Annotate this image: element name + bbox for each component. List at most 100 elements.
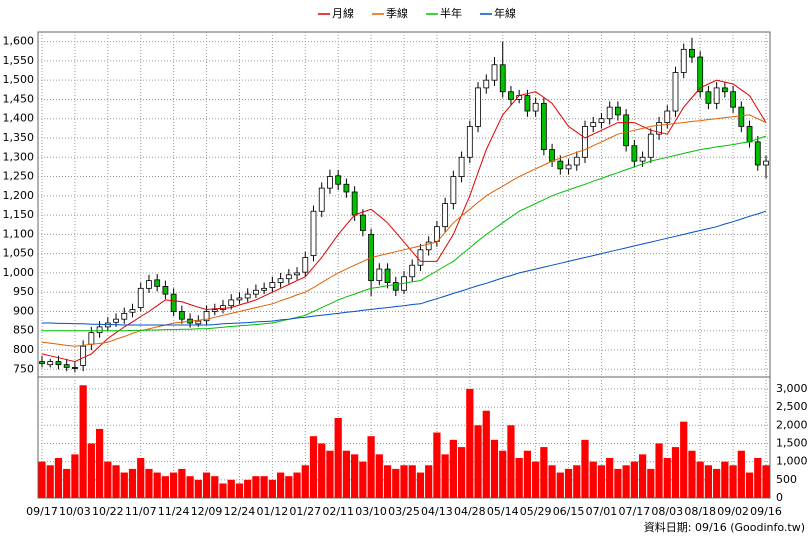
volume-bar (416, 472, 425, 498)
y-tick-label: 1,450 (3, 92, 35, 105)
x-tick-label: 07/17 (619, 505, 651, 518)
volume-bar (704, 465, 713, 498)
candle-body (211, 309, 218, 312)
volume-bar (622, 465, 630, 498)
y-tick-label: 0 (776, 491, 783, 504)
candle-body (425, 241, 432, 251)
candle-body (63, 364, 70, 368)
volume-bar (268, 479, 276, 498)
candle-body (483, 79, 490, 89)
volume-bar (276, 472, 285, 498)
y-tick-label: 850 (13, 324, 34, 337)
volume-bar (326, 450, 334, 498)
volume-bar (606, 458, 614, 498)
candle-body (55, 361, 62, 366)
candle-body (738, 106, 745, 127)
volume-bar (227, 479, 235, 498)
y-tick-label: 1,100 (3, 227, 35, 240)
x-tick-label: 11/07 (125, 505, 157, 518)
candle-body (631, 145, 638, 162)
x-tick-label: 02/11 (322, 505, 354, 518)
volume-bar (309, 436, 318, 498)
candle-body (746, 126, 753, 143)
y-tick-label: 1,150 (3, 208, 35, 221)
volume-bar (466, 388, 474, 498)
x-tick-label: 12/24 (224, 505, 256, 518)
candle-body (647, 133, 654, 158)
volume-bar (400, 465, 408, 498)
volume-bar (301, 465, 309, 498)
y-tick-label: 1,500 (776, 436, 808, 449)
volume-bar (244, 479, 252, 498)
x-tick-label: 12/09 (191, 505, 223, 518)
ma-line (41, 114, 767, 347)
volume-bar (515, 458, 523, 498)
volume-bar (425, 465, 433, 498)
y-tick-label: 950 (13, 285, 34, 298)
candle-body (532, 102, 539, 112)
volume-bar (721, 461, 729, 498)
y-tick-label: 900 (13, 304, 34, 317)
candle-body (582, 126, 588, 158)
legend-label: 半年 (440, 6, 462, 20)
candle-body (310, 210, 317, 256)
candle-body (178, 311, 185, 320)
y-tick-label: 2,500 (776, 400, 808, 413)
candle-body (417, 249, 424, 266)
volume-bar (260, 476, 268, 498)
candle-body (384, 268, 391, 283)
candle-body (606, 106, 613, 120)
volume-bar (318, 443, 326, 498)
volume-bar (54, 458, 63, 498)
volume-bar (63, 468, 71, 498)
volume-bar (194, 479, 202, 498)
volume-bar (490, 439, 499, 498)
x-tick-label: 01/27 (289, 505, 321, 518)
volume-bar (523, 450, 532, 498)
candle-body (491, 64, 498, 81)
volume-bar (474, 425, 482, 498)
candle-body (170, 293, 177, 312)
candle-body (466, 126, 473, 158)
candle-body (236, 297, 243, 301)
volume-bar (137, 458, 145, 498)
candle-body (721, 87, 728, 93)
volume-bar (95, 428, 104, 498)
candle-body (549, 149, 555, 162)
candle-body (294, 272, 300, 276)
volume-bar (170, 472, 178, 498)
y-tick-label: 750 (13, 362, 34, 375)
volume-bar (161, 476, 170, 498)
candle-body (680, 48, 687, 73)
candle-body (458, 156, 465, 177)
volume-bar (79, 385, 87, 498)
candle-body (475, 87, 481, 127)
volume-bar (655, 443, 663, 498)
volume-bar (285, 476, 293, 498)
volume-bar (754, 458, 762, 498)
candle-body (623, 114, 630, 147)
x-tick-label: 08/18 (684, 505, 716, 518)
candle-body (409, 264, 416, 278)
volume-bar (680, 421, 688, 498)
volume-bar (145, 468, 153, 498)
y-tick-label: 1,500 (3, 73, 35, 86)
y-tick-label: 1,000 (3, 266, 35, 279)
candle-body (39, 361, 45, 364)
y-tick-label: 1,350 (3, 131, 35, 144)
candle-body (47, 361, 54, 366)
x-tick-label: 10/03 (59, 505, 91, 518)
volume-bar (548, 465, 556, 498)
candle-body (318, 187, 325, 212)
volume-bar (342, 450, 351, 498)
candle-body (565, 164, 572, 170)
candle-body (203, 311, 210, 322)
footer: 資料日期: 09/16 (Goodinfo.tw) (644, 520, 805, 534)
candle-body (121, 312, 128, 320)
candle-body (113, 318, 119, 323)
y-tick-label: 800 (13, 343, 34, 356)
candle-body (154, 279, 161, 287)
candle-body (524, 95, 531, 112)
ma-line (42, 135, 767, 332)
